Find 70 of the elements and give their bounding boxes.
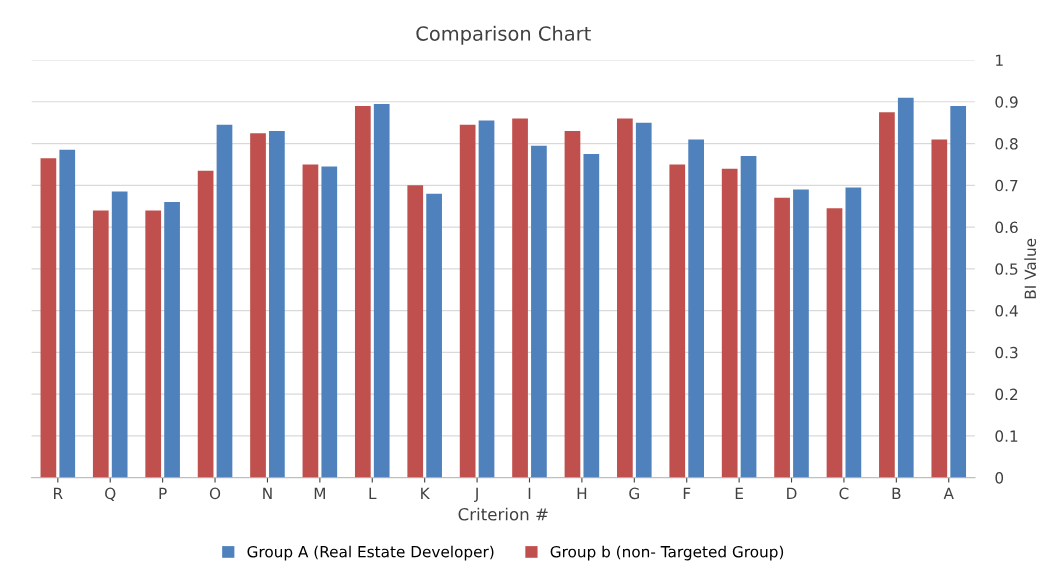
- x-tick-label: N: [263, 487, 272, 499]
- y-tick-label: 0.5: [995, 263, 1018, 275]
- y-tick-label: 1: [996, 54, 1003, 66]
- y-tick-label: 0: [995, 472, 1004, 484]
- bar: [617, 118, 633, 478]
- bar: [740, 156, 757, 478]
- y-tick-label: 0.4: [995, 305, 1018, 317]
- x-tick-label: F: [683, 487, 691, 499]
- bar: [197, 170, 214, 478]
- bar: [321, 166, 338, 478]
- x-tick-label: H: [577, 487, 587, 499]
- x-tick-label: P: [159, 487, 167, 499]
- legend-label: Group b (non- Targeted Group): [550, 545, 784, 561]
- x-tick-label: K: [421, 487, 430, 499]
- x-tick-label: Q: [105, 487, 116, 501]
- x-tick-label: I: [528, 487, 531, 499]
- x-tick-label: O: [209, 487, 221, 500]
- x-tick-label: R: [54, 487, 63, 499]
- bar: [721, 168, 738, 478]
- bar: [478, 120, 495, 478]
- bar: [583, 154, 600, 478]
- y-tick-label: 0.7: [995, 179, 1018, 192]
- y-axis-title: BI Value: [1024, 238, 1037, 299]
- x-tick-label: L: [369, 487, 377, 499]
- bar: [669, 164, 686, 478]
- bar: [164, 202, 180, 478]
- bar: [931, 139, 948, 478]
- bar: [92, 210, 109, 478]
- bar: [269, 131, 285, 478]
- y-tick-label: 0.6: [995, 221, 1018, 234]
- bar: [531, 145, 547, 478]
- bar: [59, 149, 76, 478]
- bar: [512, 118, 528, 478]
- bar: [826, 208, 843, 478]
- bar: [950, 105, 967, 478]
- bar: [426, 193, 442, 478]
- x-axis-title: Criterion #: [458, 507, 548, 521]
- chart-title: Comparison Chart: [416, 25, 591, 45]
- bar: [897, 97, 914, 478]
- x-tick-label: G: [629, 487, 639, 500]
- legend-label: Group A (Real Estate Developer): [247, 545, 494, 561]
- y-tick-label: 0.2: [995, 388, 1018, 401]
- y-tick-label: 0.3: [995, 346, 1018, 359]
- bar: [373, 103, 390, 478]
- x-tick-label: J: [474, 487, 478, 503]
- bar: [40, 158, 57, 478]
- bar: [564, 131, 581, 478]
- x-tick-label: E: [735, 487, 743, 499]
- bar: [250, 133, 266, 478]
- bar: [111, 191, 128, 478]
- bar: [774, 197, 790, 478]
- x-tick-label: B: [892, 487, 901, 499]
- y-tick-label: 0.1: [995, 430, 1018, 442]
- bar: [407, 185, 424, 478]
- bar: [354, 105, 371, 478]
- bar: [793, 189, 809, 478]
- bar: [635, 122, 652, 478]
- y-tick-label: 0.9: [995, 96, 1018, 108]
- x-tick-label: D: [787, 487, 797, 499]
- bar: [688, 139, 704, 478]
- x-tick-label: M: [314, 487, 325, 499]
- bar: [845, 187, 862, 478]
- bar: [145, 210, 162, 478]
- bar: [216, 124, 233, 478]
- bar: [459, 124, 476, 478]
- bar: [302, 164, 319, 478]
- x-tick-label: A: [943, 487, 954, 499]
- x-tick-label: C: [839, 487, 849, 500]
- y-tick-label: 0.8: [995, 138, 1018, 150]
- bar: [879, 112, 895, 478]
